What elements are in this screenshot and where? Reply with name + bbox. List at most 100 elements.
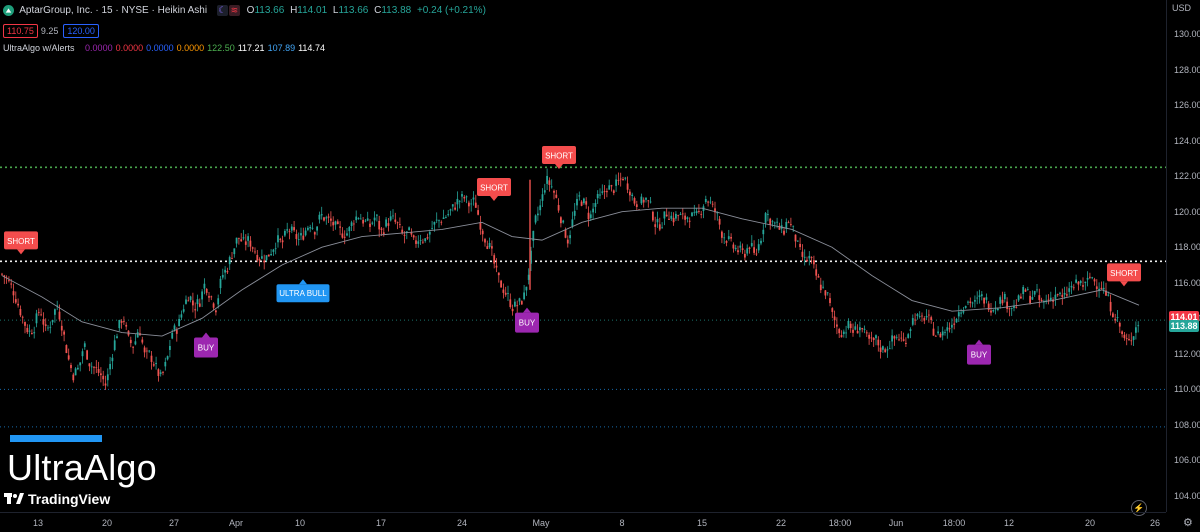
candle-body [261,256,263,259]
candle-body [219,278,222,289]
candle-body [454,207,456,210]
candle-body [1033,290,1036,295]
candle-body [1049,297,1052,301]
candle-body [136,332,139,338]
candle-body [1121,331,1123,334]
candle-body [819,284,822,291]
candle-body [799,243,801,248]
candle-body [97,368,100,373]
candle-body [753,247,755,253]
signal-label: BUY [971,351,988,360]
candle-body [104,383,107,386]
candle-body [856,330,859,334]
chart-area[interactable]: SHORT BUY ULTRA BULL SHORT BUY SHORT BUY SHORT … [0,0,1166,516]
candle-body [35,313,38,324]
candle-body [672,217,675,223]
candle-body [244,241,247,245]
time-axis-label: 22 [775,518,787,528]
candle-body [221,274,224,278]
candle-body [859,327,861,331]
candle-body [792,225,795,227]
candle-body [90,366,93,368]
signal-buy[interactable]: BUY [515,307,539,333]
signal-buy[interactable]: BUY [194,332,218,358]
candle-body [1107,294,1110,296]
candle-body [884,349,887,353]
signal-ultra-bull[interactable]: ULTRA BULL [276,279,330,303]
candle-body [944,332,946,333]
candle-body [787,222,790,224]
candle-body [201,291,203,300]
tradingview-logo[interactable]: TradingView [4,491,110,507]
candle-body [532,230,535,241]
candle-body [1079,280,1082,284]
signal-buy[interactable]: BUY [967,339,991,365]
time-axis-label: 18:00 [828,518,852,528]
candle-body [539,205,542,211]
candle-body [251,247,254,249]
candle-body [194,309,197,311]
candle-body [592,208,594,213]
candle-body [42,319,45,325]
candle-body [465,196,468,198]
candle-body [297,239,300,240]
candle-body [934,335,937,337]
indicator-legend[interactable]: UltraAlgo w/Alerts 0.0000 0.0000 0.0000 0.0… [3,43,331,53]
candle-body [189,296,192,300]
candle-body [891,335,893,342]
candle-body [599,194,601,196]
candle-body [822,286,824,288]
candle-body [141,339,144,343]
signal-box [194,337,218,358]
candle-body [293,227,295,231]
candle-body [946,327,949,331]
menu-icon[interactable]: ≋ [228,5,240,16]
candle-body [882,346,884,350]
settings-icon[interactable]: ⚙ [1183,517,1193,529]
signal-label: SHORT [480,184,508,193]
signal-short[interactable]: SHORT [4,231,38,255]
candle-body [744,253,746,258]
candle-body [555,194,558,198]
candle-body [263,260,266,263]
candle-body [1006,301,1008,309]
candle-body [817,276,820,278]
candle-body [928,314,930,316]
candle-body [277,235,279,243]
candle-body [284,230,286,236]
candle-body [902,339,905,341]
signal-pointer [1120,281,1128,287]
candle-body [49,326,52,328]
candle-body [1091,277,1094,279]
candle-body [537,213,539,216]
candle-body [679,214,682,215]
candle-body [67,355,70,360]
symbol-legend[interactable]: AptarGroup, Inc. · 15 · NYSE · Heikin As… [3,5,489,16]
signal-short[interactable]: SHORT [542,146,576,170]
alert-icon[interactable]: ⚡ [1131,500,1147,516]
signal-pointer [555,164,563,170]
candle-body [330,218,332,221]
moon-icon[interactable]: ☾ [216,5,228,16]
price-axis[interactable]: USD 130.00 128.00 126.00 124.00 122.00 120.00… [1166,0,1200,512]
price-axis-label: 110.00 [1174,384,1200,395]
candle-body [254,251,256,253]
signal-box [4,231,38,250]
time-axis[interactable]: 13 20 27 Apr 10 17 24 May 8 15 22 18:00 Jun 18:00 12 20… [0,512,1166,532]
candle-body [472,197,475,200]
price-chart[interactable]: SHORT BUY ULTRA BULL SHORT BUY SHORT BUY SHORT [0,0,1166,512]
indicator-value: 107.89 [267,43,296,53]
buy-button[interactable]: 120.00 [63,24,99,38]
signal-short[interactable]: SHORT [477,178,511,202]
signal-short[interactable]: SHORT [1107,263,1141,287]
signal-box [542,146,576,165]
candle-body [210,296,213,298]
candle-body [63,331,65,335]
candle-body [8,280,10,282]
candle-body [520,301,523,305]
sell-button[interactable]: 110.75 [3,24,38,38]
candle-body [456,198,459,205]
candle-body [325,217,328,219]
currency-label[interactable]: USD [1172,3,1192,13]
candle-body [474,202,477,208]
